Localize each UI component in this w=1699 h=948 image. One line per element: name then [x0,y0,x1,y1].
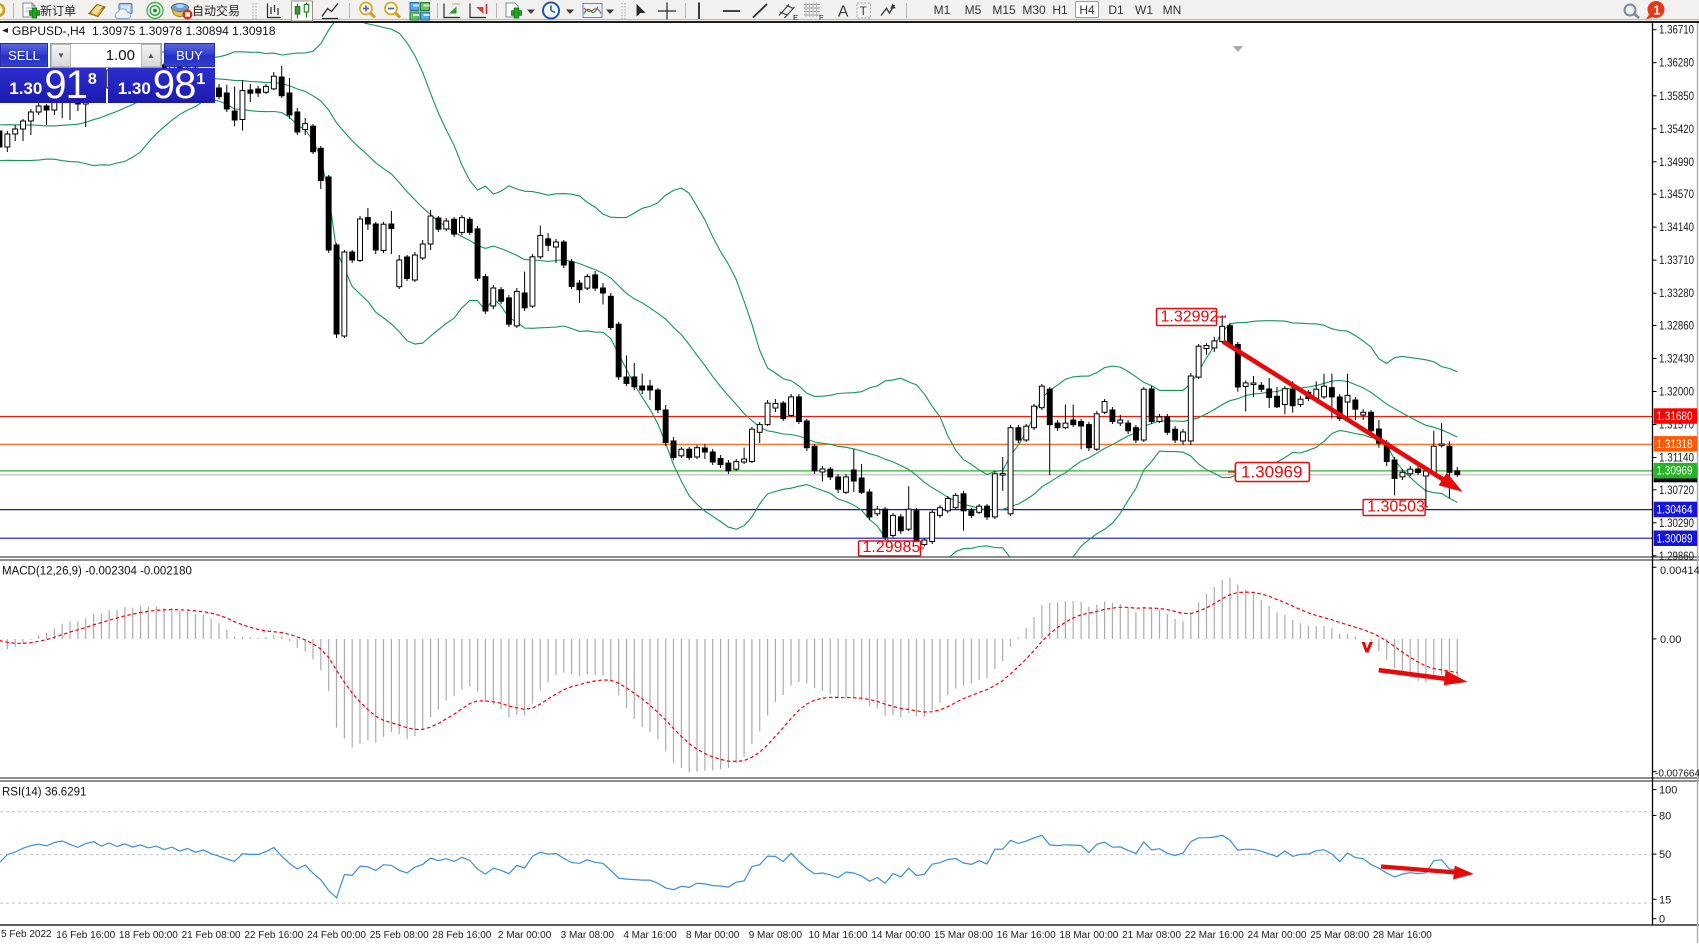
svg-text:16 Mar 16:00: 16 Mar 16:00 [997,930,1056,941]
svg-text:E: E [793,13,798,22]
svg-text:22 Feb 16:00: 22 Feb 16:00 [244,930,303,941]
svg-text:1.35420: 1.35420 [1659,124,1694,136]
svg-text:-0.007664: -0.007664 [1655,769,1699,780]
svg-text:28 Feb 16:00: 28 Feb 16:00 [432,930,491,941]
svg-text:1.30969: 1.30969 [1241,463,1302,482]
svg-text:8 Mar 00:00: 8 Mar 00:00 [686,930,740,941]
svg-text:3 Mar 08:00: 3 Mar 08:00 [561,930,615,941]
svg-text:1.30720: 1.30720 [1659,485,1694,497]
svg-text:28 Mar 16:00: 28 Mar 16:00 [1373,930,1432,941]
svg-text:1.33280: 1.33280 [1659,288,1694,300]
svg-text:1.30969: 1.30969 [1657,466,1693,478]
svg-text:1.31140: 1.31140 [1659,453,1694,465]
svg-text:2 Mar 00:00: 2 Mar 00:00 [498,930,552,941]
svg-text:RSI(14) 36.6291: RSI(14) 36.6291 [2,787,86,799]
svg-text:1.30290: 1.30290 [1659,518,1694,530]
svg-text:80: 80 [1659,810,1671,822]
svg-text:1.32860: 1.32860 [1659,320,1694,332]
svg-text:0.00: 0.00 [1660,634,1681,646]
svg-text:MACD(12,26,9) -0.002304 -0.002: MACD(12,26,9) -0.002304 -0.002180 [2,566,192,578]
svg-text:25 Feb 08:00: 25 Feb 08:00 [370,930,429,941]
svg-text:1.34140: 1.34140 [1659,222,1694,234]
svg-text:1.32000: 1.32000 [1659,387,1694,399]
svg-text:0: 0 [1659,914,1665,926]
svg-text:15: 15 [1659,894,1671,906]
svg-text:10 Mar 16:00: 10 Mar 16:00 [809,930,868,941]
svg-text:1.34990: 1.34990 [1659,157,1694,169]
svg-text:1.32430: 1.32430 [1659,353,1694,365]
svg-text:24 Feb 00:00: 24 Feb 00:00 [307,930,366,941]
svg-text:1.34570: 1.34570 [1659,189,1694,201]
svg-text:1.35850: 1.35850 [1659,91,1694,103]
svg-text:0.004144: 0.004144 [1660,565,1699,577]
svg-text:1.33710: 1.33710 [1659,255,1694,267]
svg-text:1.31680: 1.31680 [1657,411,1693,423]
svg-text:50: 50 [1659,849,1671,861]
svg-text:21 Mar 08:00: 21 Mar 08:00 [1122,930,1181,941]
svg-text:15 Mar 08:00: 15 Mar 08:00 [934,930,993,941]
svg-text:1.29985: 1.29985 [863,539,921,556]
svg-text:5 Feb 2022: 5 Feb 2022 [1,929,52,940]
svg-text:1: 1 [1653,3,1660,18]
svg-text:16 Feb 16:00: 16 Feb 16:00 [56,930,115,941]
svg-text:GBPUSD-,H4 1.30975 1.30978 1.: GBPUSD-,H4 1.30975 1.30978 1.30894 1.309… [12,24,276,38]
svg-text:9 Mar 08:00: 9 Mar 08:00 [749,930,803,941]
svg-text:1.29860: 1.29860 [1659,551,1694,563]
svg-text:1.30089: 1.30089 [1657,533,1693,545]
svg-text:25 Mar 08:00: 25 Mar 08:00 [1310,930,1369,941]
svg-text:22 Mar 16:00: 22 Mar 16:00 [1185,930,1244,941]
svg-text:4 Mar 16:00: 4 Mar 16:00 [623,930,677,941]
svg-text:A: A [838,4,849,21]
svg-text:100: 100 [1659,785,1677,797]
svg-text:F: F [819,13,824,22]
svg-text:14 Mar 00:00: 14 Mar 00:00 [871,930,930,941]
svg-text:T: T [860,6,867,18]
svg-text:18 Feb 00:00: 18 Feb 00:00 [119,930,178,941]
svg-text:1.36280: 1.36280 [1659,58,1694,70]
svg-text:1.36710: 1.36710 [1659,25,1694,37]
svg-text:1.30503: 1.30503 [1367,499,1425,516]
svg-text:24 Mar 00:00: 24 Mar 00:00 [1248,930,1307,941]
svg-text:1.32992: 1.32992 [1161,309,1219,326]
svg-text:1.31318: 1.31318 [1657,439,1693,451]
svg-text:18 Mar 00:00: 18 Mar 00:00 [1059,930,1118,941]
svg-text:21 Feb 08:00: 21 Feb 08:00 [182,930,241,941]
svg-text:1.30464: 1.30464 [1657,505,1694,517]
